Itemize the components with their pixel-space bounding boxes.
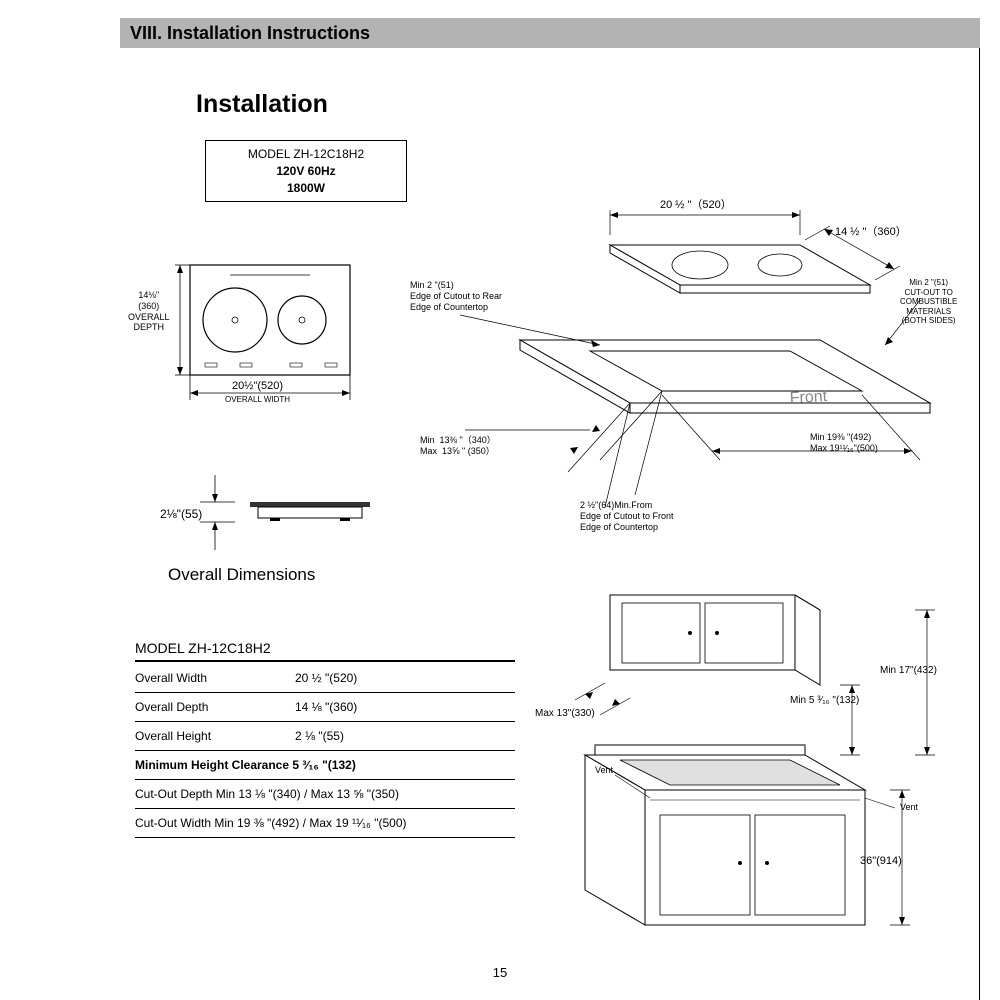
vent-label-left: Vent: [595, 765, 613, 776]
rear-clearance-note: Min 2 "(51) Edge of Cutout to Rear Edge …: [410, 280, 502, 312]
cooktop-width-dim: 20 ½ "（520）: [660, 199, 732, 212]
front-clearance-note: 2 ½"(64)Min.From Edge of Cutout to Front…: [580, 500, 674, 532]
spec-row: Overall Height2 ⅛ "(55): [135, 722, 515, 751]
vent-label-right: Vent: [900, 802, 918, 813]
svg-text:Front: Front: [789, 388, 828, 407]
min-clearance-dim: Min 17"(432): [880, 665, 937, 677]
cutout-width-dim: Min 19⅜ "(492) Max 19¹¹∕₁₆"(500): [810, 432, 878, 454]
min-above-dim: Min 5 ³∕₁₆ "(132): [790, 695, 859, 707]
model-number: MODEL ZH-12C18H2: [216, 146, 396, 163]
spec-row: Cut-Out Depth Min 13 ⅛ "(340) / Max 13 ⅝…: [135, 780, 515, 809]
page-subtitle: Installation: [196, 90, 328, 119]
height-dimension: 2⅛"(55): [160, 507, 202, 521]
spec-table-title: MODEL ZH-12C18H2: [135, 640, 515, 662]
voltage-spec: 120V 60Hz: [216, 163, 396, 180]
spec-row: Minimum Height Clearance 5 ³∕₁₆ "(132): [135, 751, 515, 780]
side-clearance-note: Min 2 "(51) CUT-OUT TO COMBUSTIBLE MATER…: [900, 278, 957, 326]
counter-height-dim: 36"(914): [860, 855, 902, 868]
overall-dimensions-label: Overall Dimensions: [168, 565, 315, 585]
section-header-text: VIII. Installation Instructions: [130, 23, 370, 44]
depth-dimension: 14⅛" (360) OVERALL DEPTH: [128, 290, 170, 333]
model-info-box: MODEL ZH-12C18H2 120V 60Hz 1800W: [205, 140, 407, 202]
page-number: 15: [493, 965, 507, 980]
wattage-spec: 1800W: [216, 180, 396, 197]
spec-table: MODEL ZH-12C18H2 Overall Width20 ½ "(520…: [135, 640, 515, 838]
overhead-depth-dim: Max 13"(330): [535, 708, 595, 720]
spec-row: Overall Depth14 ⅛ "(360): [135, 693, 515, 722]
countertop-cutout-diagram: Front: [410, 195, 970, 535]
cooktop-depth-dim: 14 ½ "（360）: [835, 226, 907, 239]
cutout-depth-dim: Min 13⅜ "（340） Max 13⅝ " (350）: [420, 435, 496, 457]
spec-row: Overall Width20 ½ "(520): [135, 664, 515, 693]
width-dimension: 20½"(520) OVERALL WIDTH: [225, 380, 290, 406]
spec-row: Cut-Out Width Min 19 ⅜ "(492) / Max 19 ¹…: [135, 809, 515, 838]
section-header: VIII. Installation Instructions: [120, 18, 980, 48]
